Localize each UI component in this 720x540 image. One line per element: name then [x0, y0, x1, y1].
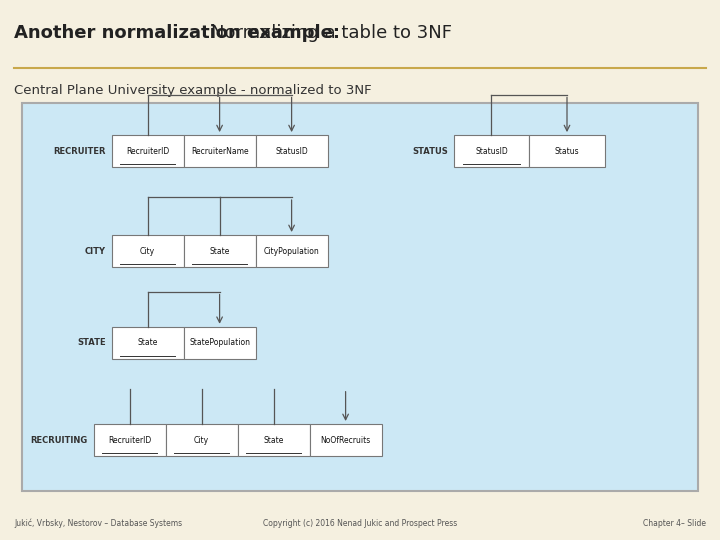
Text: State: State [264, 436, 284, 444]
Text: Normalizing a table to 3NF: Normalizing a table to 3NF [211, 24, 452, 42]
Text: CityPopulation: CityPopulation [264, 247, 320, 255]
Text: RECRUITER: RECRUITER [53, 147, 106, 156]
Text: Jukić, Vrbsky, Nestorov – Database Systems: Jukić, Vrbsky, Nestorov – Database Syste… [14, 518, 183, 528]
Text: CITY: CITY [85, 247, 106, 255]
Bar [256, 235, 328, 267]
Text: STATE: STATE [77, 339, 106, 347]
Text: RECRUITING: RECRUITING [30, 436, 88, 444]
Bar [112, 235, 184, 267]
Text: RecruiterID: RecruiterID [108, 436, 151, 444]
Bar [184, 327, 256, 359]
Bar [184, 235, 256, 267]
Text: StatusID: StatusID [475, 147, 508, 156]
Text: RecruiterName: RecruiterName [191, 147, 248, 156]
Text: Chapter 4– Slide: Chapter 4– Slide [643, 519, 706, 528]
Bar [238, 424, 310, 456]
Text: STATUS: STATUS [412, 147, 448, 156]
Bar [112, 327, 184, 359]
Text: StatePopulation: StatePopulation [189, 339, 250, 347]
Text: State: State [210, 247, 230, 255]
Bar [310, 424, 382, 456]
Bar [112, 135, 184, 167]
Bar [454, 135, 529, 167]
Text: City: City [140, 247, 156, 255]
Bar [184, 135, 256, 167]
Bar [22, 103, 698, 491]
Text: State: State [138, 339, 158, 347]
Text: Copyright (c) 2016 Nenad Jukic and Prospect Press: Copyright (c) 2016 Nenad Jukic and Prosp… [263, 519, 457, 528]
Text: City: City [194, 436, 210, 444]
Bar [529, 135, 605, 167]
Bar [94, 424, 166, 456]
Text: RecruiterID: RecruiterID [126, 147, 169, 156]
Text: Central Plane University example - normalized to 3NF: Central Plane University example - norma… [14, 84, 372, 97]
Text: Another normalization example:: Another normalization example: [14, 24, 346, 42]
Text: Status: Status [554, 147, 580, 156]
Bar [256, 135, 328, 167]
Text: NoOfRecruits: NoOfRecruits [320, 436, 371, 444]
Text: StatusID: StatusID [275, 147, 308, 156]
Bar [166, 424, 238, 456]
